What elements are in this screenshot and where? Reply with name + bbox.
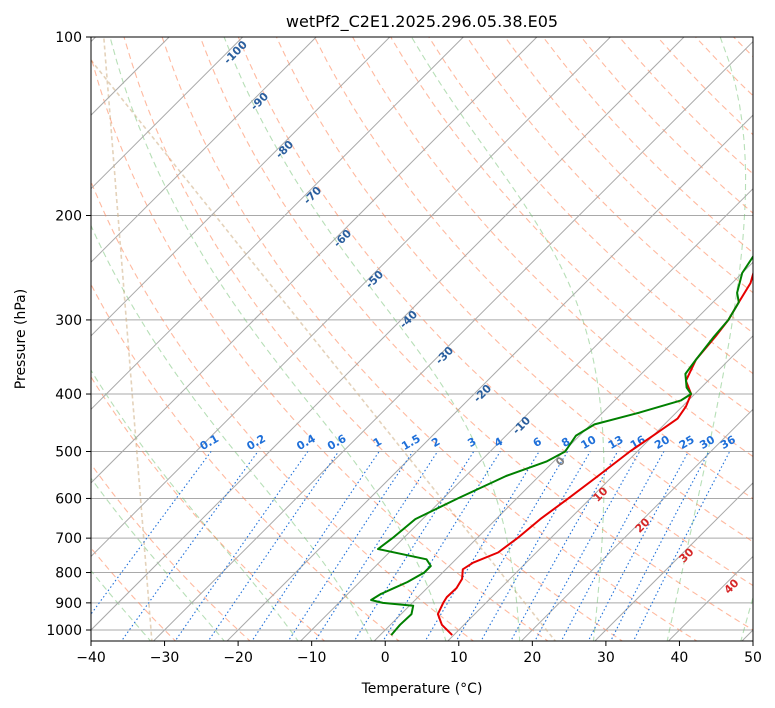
isotherm-line bbox=[91, 37, 391, 337]
isotherm-line bbox=[299, 187, 753, 641]
moist-adiabat-line bbox=[91, 477, 225, 641]
dry-adiabat-line bbox=[237, 37, 753, 587]
x-axis-ticks: −40 −30 −20 −10 0 10 20 30 40 50 bbox=[76, 641, 762, 666]
skewed-isotherms bbox=[91, 37, 753, 641]
y-tick-label: 100 bbox=[55, 30, 82, 46]
wet-bulb-curves bbox=[91, 37, 557, 641]
dry-adiabats bbox=[91, 37, 753, 641]
isotherm-line bbox=[152, 40, 753, 641]
mixing-ratio-line bbox=[314, 451, 439, 641]
wet-bulb-curve bbox=[103, 37, 153, 641]
moist-adiabat-line bbox=[109, 37, 447, 641]
y-tick-label: 500 bbox=[55, 444, 82, 460]
mixing-ratio-line bbox=[287, 451, 414, 641]
x-tick-label: 30 bbox=[597, 650, 615, 666]
isotherm-line bbox=[91, 37, 538, 484]
moist-adiabat-line bbox=[411, 37, 605, 641]
moist-adiabat-line bbox=[91, 224, 373, 641]
y-tick-label: 900 bbox=[55, 596, 82, 612]
y-tick-label: 300 bbox=[55, 313, 82, 329]
dry-adiabat-line bbox=[161, 37, 698, 641]
x-tick-label: −40 bbox=[76, 650, 106, 666]
isotherm-line bbox=[91, 37, 464, 411]
profile-series bbox=[370, 254, 753, 636]
isotherm-line bbox=[91, 37, 611, 558]
y-tick-label: 800 bbox=[55, 566, 82, 582]
isotherm-line bbox=[520, 408, 753, 641]
isotherm-line bbox=[373, 261, 753, 641]
isotherm-line bbox=[91, 37, 685, 631]
isotherm-line bbox=[226, 114, 753, 641]
dry-adiabat-line bbox=[199, 37, 753, 631]
mixing-ratio-line bbox=[560, 451, 665, 641]
mixing-ratio-line bbox=[174, 451, 309, 641]
y-tick-label: 400 bbox=[55, 387, 82, 403]
moist-adiabat-line bbox=[91, 569, 152, 641]
x-tick-label: −20 bbox=[223, 650, 253, 666]
mixing-ratio-lines bbox=[91, 451, 731, 641]
dry-adiabat-line bbox=[314, 37, 753, 500]
isotherm-line bbox=[447, 335, 753, 641]
mixing-ratio-line bbox=[207, 451, 340, 641]
x-axis-label: Temperature (°C) bbox=[361, 681, 483, 697]
y-tick-label: 600 bbox=[55, 491, 82, 507]
mixing-ratio-line bbox=[120, 451, 259, 641]
x-tick-label: 10 bbox=[450, 650, 468, 666]
isotherm-line bbox=[91, 37, 317, 263]
x-tick-label: 20 bbox=[523, 650, 541, 666]
temperature-profile-line bbox=[436, 270, 753, 636]
mixing-ratio-line bbox=[382, 451, 501, 641]
dry-adiabat-line bbox=[123, 37, 624, 641]
y-axis-label: Pressure (hPa) bbox=[13, 289, 29, 389]
y-axis-ticks: 100 200 300 400 500 600 700 800 900 1000 bbox=[46, 30, 91, 639]
mixing-ratio-line bbox=[534, 451, 641, 641]
mixing-ratio-line bbox=[353, 451, 475, 641]
plot-frame bbox=[90, 36, 754, 642]
x-tick-label: −30 bbox=[150, 650, 180, 666]
x-tick-label: 50 bbox=[744, 650, 762, 666]
moist-adiabat-line bbox=[666, 37, 747, 641]
dry-adiabat-line bbox=[91, 375, 326, 641]
x-tick-label: 0 bbox=[381, 650, 390, 666]
dewpoint-profile-line bbox=[370, 254, 753, 636]
x-tick-label: 40 bbox=[671, 650, 689, 666]
y-tick-label: 700 bbox=[55, 531, 82, 547]
isotherm-line bbox=[594, 482, 753, 641]
mixing-ratio-line bbox=[251, 451, 380, 641]
y-tick-label: 1000 bbox=[46, 623, 82, 639]
x-tick-label: −10 bbox=[297, 650, 327, 666]
plot-area: 0.1 0.2 0.4 0.6 1 1.5 2 3 4 6 8 10 13 16 20 25 30 36-100-… bbox=[91, 37, 753, 641]
mixing-ratio-line bbox=[587, 451, 689, 641]
dry-adiabat-line bbox=[91, 54, 549, 641]
mixing-ratio-line bbox=[424, 451, 540, 641]
y-tick-label: 200 bbox=[55, 209, 82, 225]
chart-title: wetPf2_C2E1.2025.296.05.38.E05 bbox=[286, 12, 558, 32]
mixing-ratio-line bbox=[632, 451, 731, 641]
wet-bulb-curve bbox=[91, 58, 557, 641]
moist-adiabat-line bbox=[740, 595, 753, 641]
isotherm-line bbox=[91, 37, 244, 190]
dry-adiabat-line bbox=[275, 37, 753, 543]
mixing-ratio-line bbox=[91, 451, 212, 616]
mixing-ratio-line bbox=[510, 451, 619, 641]
dry-adiabat-line bbox=[91, 463, 251, 641]
